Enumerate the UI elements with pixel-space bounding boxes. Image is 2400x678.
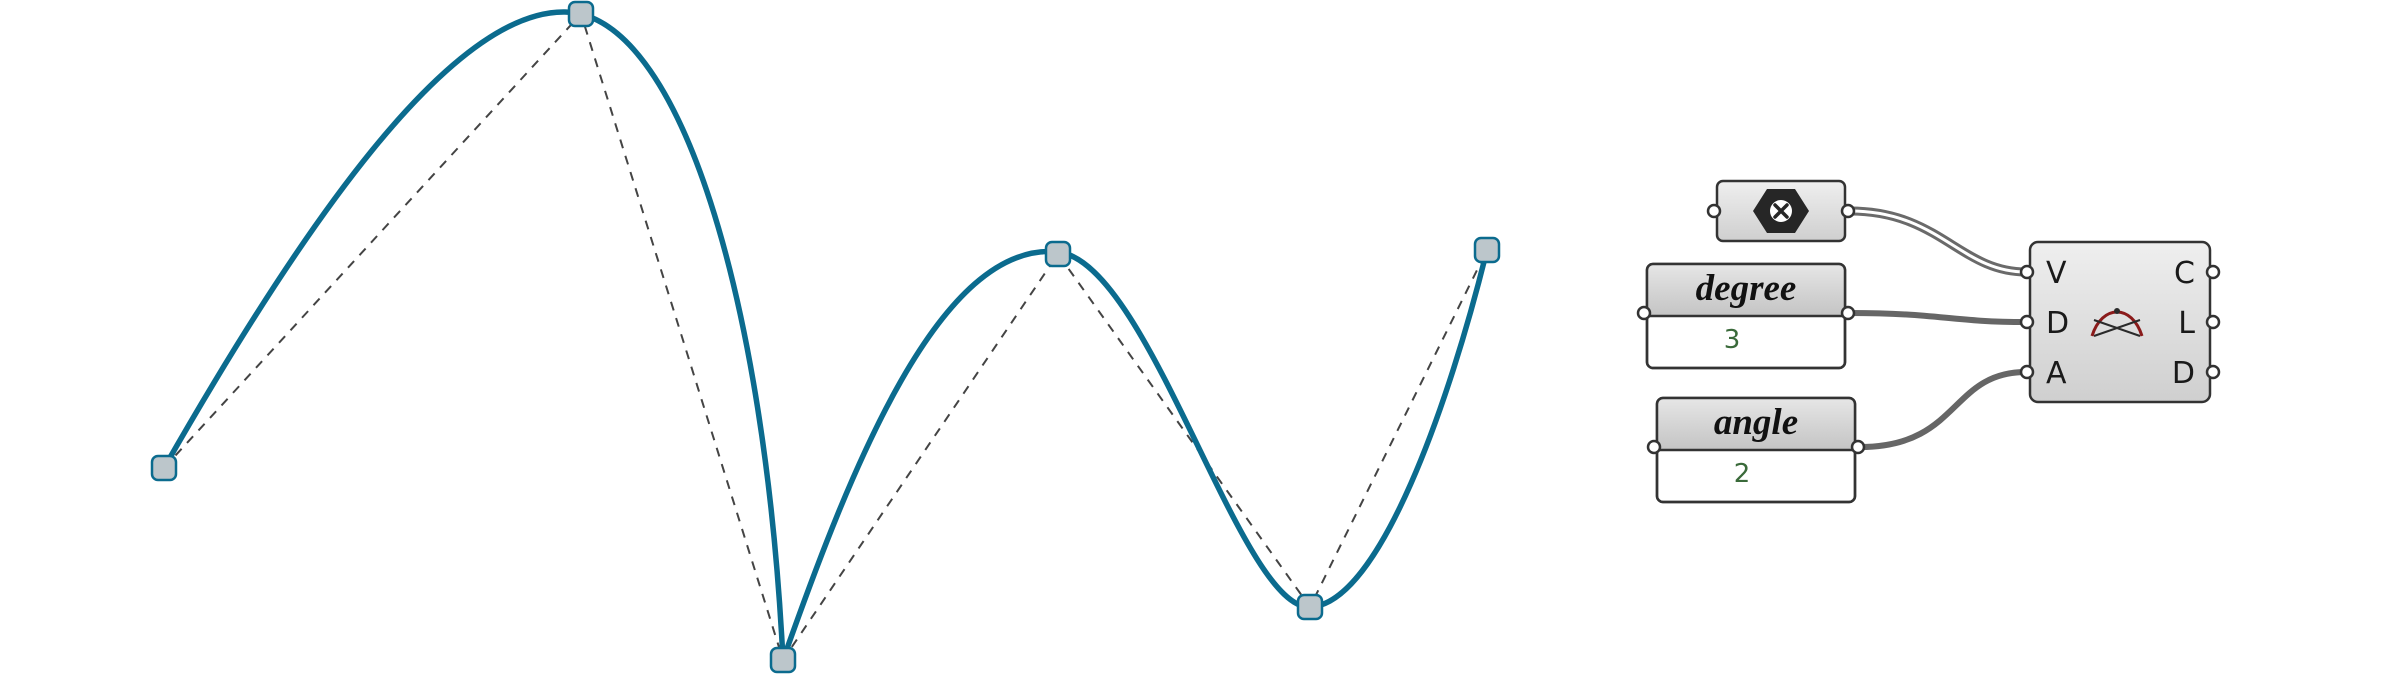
angle-panel-title: angle bbox=[1714, 402, 1798, 443]
control-point[interactable] bbox=[1296, 593, 1324, 621]
control-point[interactable] bbox=[1044, 240, 1072, 268]
control-polygon bbox=[163, 12, 1488, 663]
output-label-l: L bbox=[2178, 306, 2195, 341]
output-port-c[interactable] bbox=[2205, 264, 2221, 280]
vertex-parameter[interactable] bbox=[1706, 179, 1856, 243]
angle-panel-value[interactable]: 2 bbox=[1734, 459, 1751, 489]
input-label-d: D bbox=[2046, 306, 2069, 341]
output-port-d[interactable] bbox=[2205, 364, 2221, 380]
angle-panel[interactable]: angle 2 bbox=[1646, 396, 1866, 504]
wires bbox=[1849, 206, 2027, 450]
input-port-v[interactable] bbox=[2019, 264, 2035, 280]
control-point[interactable] bbox=[567, 0, 595, 28]
grasshopper-definition: degree 3 angle 2 V D A C L bbox=[1636, 179, 2221, 504]
output-label-c: C bbox=[2174, 256, 2195, 291]
output-label-d: D bbox=[2172, 356, 2195, 391]
output-port-l[interactable] bbox=[2205, 314, 2221, 330]
curve-component[interactable]: V D A C L D bbox=[2019, 240, 2221, 404]
wire-degree bbox=[1849, 310, 2027, 325]
input-port-a[interactable] bbox=[2019, 364, 2035, 380]
hexagon-x-icon bbox=[1753, 189, 1809, 233]
curve-arc-icon bbox=[2090, 308, 2144, 337]
input-port-d[interactable] bbox=[2019, 314, 2035, 330]
degree-panel-value[interactable]: 3 bbox=[1724, 325, 1741, 355]
control-points bbox=[150, 0, 1501, 674]
wire-vertices-inner bbox=[1849, 209, 2027, 274]
degree-panel-title: degree bbox=[1696, 268, 1797, 309]
degree-panel[interactable]: degree 3 bbox=[1636, 262, 1856, 370]
control-point[interactable] bbox=[1473, 236, 1501, 264]
viewport-geometry bbox=[150, 0, 1501, 674]
input-label-v: V bbox=[2046, 256, 2067, 291]
control-point[interactable] bbox=[150, 454, 178, 482]
wire-angle bbox=[1859, 369, 2027, 450]
nurbs-curve bbox=[161, 9, 1490, 661]
wire-vertices bbox=[1849, 206, 2027, 277]
input-label-a: A bbox=[2046, 356, 2067, 391]
control-point[interactable] bbox=[769, 646, 797, 674]
